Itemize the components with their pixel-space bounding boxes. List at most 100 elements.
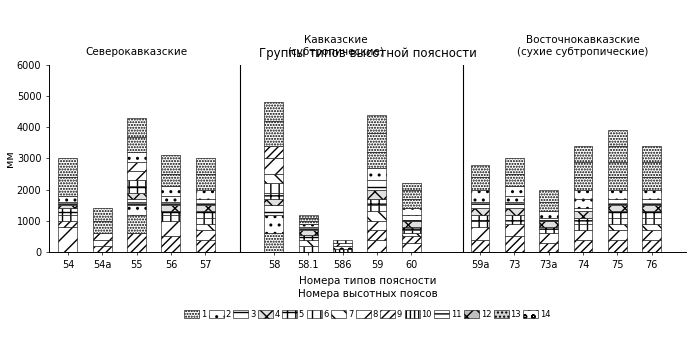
Bar	[402, 215, 421, 221]
Bar	[127, 152, 146, 162]
Bar	[265, 215, 284, 233]
Bar	[402, 190, 421, 199]
Bar	[162, 155, 181, 174]
Bar	[402, 221, 421, 227]
Bar	[608, 146, 626, 162]
Bar	[368, 221, 386, 230]
Text: Кавказские
(субтропические): Кавказские (субтропические)	[287, 35, 384, 57]
Bar	[58, 215, 77, 221]
Bar	[402, 237, 421, 243]
Bar	[642, 177, 661, 190]
Bar	[58, 205, 77, 208]
Bar	[573, 218, 592, 224]
Bar	[196, 239, 215, 252]
Bar	[539, 211, 558, 218]
Bar	[127, 136, 146, 152]
Bar	[573, 146, 592, 162]
Bar	[127, 215, 146, 233]
Bar	[162, 221, 181, 237]
Bar	[608, 190, 626, 199]
Bar	[573, 208, 592, 211]
Bar	[333, 249, 352, 252]
Text: Номера высотных поясов: Номера высотных поясов	[298, 289, 438, 300]
Bar	[196, 224, 215, 230]
Bar	[402, 199, 421, 208]
Bar	[539, 233, 558, 243]
Bar	[608, 177, 626, 190]
Bar	[299, 246, 318, 252]
Bar	[608, 205, 626, 211]
Bar	[127, 118, 146, 136]
Bar	[470, 215, 489, 221]
Bar	[573, 190, 592, 199]
Bar	[196, 158, 215, 174]
Bar	[58, 208, 77, 215]
Bar	[93, 221, 112, 233]
Bar	[470, 208, 489, 215]
Bar	[127, 199, 146, 202]
Title: Группы типов высотной поясности: Группы типов высотной поясности	[258, 47, 477, 60]
Bar	[162, 174, 181, 186]
Bar	[402, 227, 421, 230]
Bar	[642, 199, 661, 205]
Bar	[608, 211, 626, 218]
Bar	[505, 174, 524, 186]
Bar	[505, 237, 524, 252]
Text: Северокавказские: Северокавказские	[85, 47, 188, 57]
Bar	[505, 196, 524, 202]
Bar	[573, 177, 592, 190]
Bar	[505, 215, 524, 224]
Bar	[162, 215, 181, 221]
Bar	[196, 218, 215, 224]
Bar	[368, 211, 386, 221]
Bar	[505, 224, 524, 237]
Bar	[368, 168, 386, 180]
Bar	[196, 199, 215, 205]
Bar	[196, 190, 215, 199]
Bar	[265, 183, 284, 193]
Bar	[265, 158, 284, 174]
Bar	[299, 215, 318, 218]
Bar	[265, 193, 284, 199]
Bar	[402, 183, 421, 190]
Bar	[539, 227, 558, 233]
Text: Восточнокавказские
(сухие субтропические): Восточнокавказские (сухие субтропические…	[517, 35, 649, 57]
Bar	[505, 186, 524, 196]
Bar	[162, 205, 181, 211]
Bar	[642, 190, 661, 199]
Bar	[368, 230, 386, 239]
Bar	[573, 239, 592, 252]
Bar	[368, 180, 386, 190]
Bar	[573, 162, 592, 177]
Bar	[368, 134, 386, 152]
Bar	[470, 239, 489, 252]
Bar	[368, 239, 386, 252]
Bar	[539, 202, 558, 211]
Bar	[333, 239, 352, 243]
Bar	[58, 177, 77, 196]
Bar	[299, 227, 318, 230]
Bar	[402, 208, 421, 215]
Bar	[539, 218, 558, 221]
Bar	[642, 224, 661, 230]
Bar	[608, 224, 626, 230]
Bar	[505, 158, 524, 174]
Bar	[299, 218, 318, 221]
Bar	[368, 199, 386, 205]
Bar	[196, 174, 215, 190]
Bar	[93, 246, 112, 252]
Bar	[539, 190, 558, 202]
Bar	[642, 211, 661, 218]
Bar	[127, 162, 146, 171]
Bar	[265, 199, 284, 205]
Bar	[368, 190, 386, 199]
Bar	[162, 202, 181, 205]
Bar	[58, 196, 77, 202]
Bar	[470, 190, 489, 202]
Bar	[162, 196, 181, 202]
Bar	[265, 233, 284, 252]
Bar	[573, 211, 592, 218]
Bar	[608, 162, 626, 177]
Bar	[642, 230, 661, 239]
Y-axis label: мм: мм	[6, 150, 15, 167]
